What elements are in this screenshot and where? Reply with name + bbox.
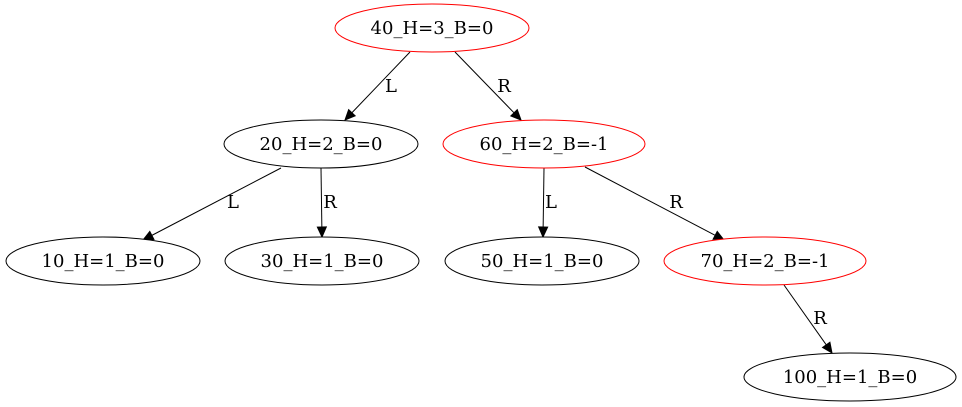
arrowhead-icon bbox=[141, 230, 155, 241]
arrowhead-icon bbox=[509, 108, 522, 121]
node-ellipse bbox=[442, 119, 646, 169]
edge-n70-n100: R bbox=[783, 284, 833, 354]
tree-node-10: 10_H=1_B=0 bbox=[5, 236, 201, 286]
node-ellipse bbox=[224, 236, 420, 286]
edge-n40-n60: R bbox=[454, 51, 522, 121]
node-ellipse bbox=[663, 236, 867, 286]
node-ellipse bbox=[334, 3, 530, 53]
edges-layer: L R L R L R R bbox=[141, 51, 833, 354]
arrowhead-icon bbox=[821, 341, 833, 354]
edge-n60-n70: R bbox=[584, 166, 726, 241]
edge-label: R bbox=[669, 192, 683, 213]
edge-line bbox=[351, 51, 411, 114]
node-label: 50_H=1_B=0 bbox=[481, 251, 604, 272]
tree-node-60: 60_H=2_B=-1 bbox=[442, 119, 646, 169]
tree-node-50: 50_H=1_B=0 bbox=[444, 236, 640, 286]
edge-line bbox=[151, 167, 282, 236]
edge-line bbox=[783, 284, 827, 346]
node-ellipse bbox=[743, 352, 957, 402]
tree-node-100: 100_H=1_B=0 bbox=[743, 352, 957, 402]
edge-label: R bbox=[497, 76, 511, 97]
edge-label: R bbox=[813, 308, 827, 329]
edge-line bbox=[542, 167, 545, 228]
edge-line bbox=[320, 167, 323, 228]
node-label: 20_H=2_B=0 bbox=[260, 134, 383, 155]
edge-n20-n30: R bbox=[316, 167, 337, 239]
node-ellipse bbox=[444, 236, 640, 286]
tree-node-20: 20_H=2_B=0 bbox=[223, 119, 419, 169]
edge-label: R bbox=[323, 192, 337, 213]
node-label: 100_H=1_B=0 bbox=[783, 367, 917, 388]
node-label: 60_H=2_B=-1 bbox=[480, 134, 609, 155]
edge-label: L bbox=[545, 192, 557, 213]
arrowhead-icon bbox=[316, 226, 328, 239]
arrowhead-icon bbox=[537, 226, 549, 239]
edge-n60-n50: L bbox=[537, 167, 557, 239]
nodes-layer: 40_H=3_B=0 20_H=2_B=0 60_H=2_B=-1 10_H=1_B=… bbox=[5, 3, 957, 402]
node-label: 40_H=3_B=0 bbox=[371, 18, 494, 39]
edge-line bbox=[584, 166, 716, 236]
tree-node-40: 40_H=3_B=0 bbox=[334, 3, 530, 53]
edge-line bbox=[454, 51, 515, 114]
edge-n20-n10: L bbox=[141, 167, 282, 241]
edge-n40-n20: L bbox=[344, 51, 411, 121]
node-label: 70_H=2_B=-1 bbox=[701, 251, 830, 272]
node-ellipse bbox=[5, 236, 201, 286]
node-label: 10_H=1_B=0 bbox=[42, 251, 165, 272]
arrowhead-icon bbox=[344, 108, 357, 121]
edge-label: L bbox=[385, 76, 397, 97]
tree-node-30: 30_H=1_B=0 bbox=[224, 236, 420, 286]
node-ellipse bbox=[223, 119, 419, 169]
tree-node-70: 70_H=2_B=-1 bbox=[663, 236, 867, 286]
node-label: 30_H=1_B=0 bbox=[261, 251, 384, 272]
edge-label: L bbox=[227, 192, 239, 213]
